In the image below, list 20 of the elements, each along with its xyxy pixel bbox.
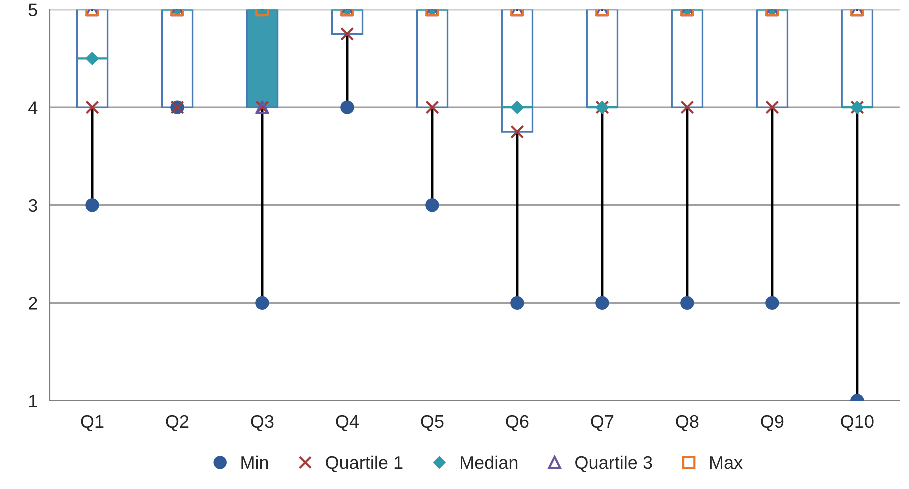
x-tick-label: Q1 <box>81 415 104 432</box>
x-tick-label: Q6 <box>506 415 529 432</box>
y-tick-label: 1 <box>30 395 38 408</box>
x-tick-label: Q4 <box>336 415 359 432</box>
x-tick-label: Q7 <box>591 415 614 432</box>
x-tick-label: Q8 <box>676 415 699 432</box>
legend-label: Max <box>710 456 743 470</box>
legend-label: Min <box>242 456 268 470</box>
x-tick-label: Q3 <box>251 415 274 432</box>
legend-label: Quartile 1 <box>326 456 403 472</box>
x-tick-label: Q2 <box>166 415 189 432</box>
y-tick-label: 4 <box>28 102 38 114</box>
x-tick-label: Q9 <box>761 415 784 432</box>
legend-label: Quartile 3 <box>576 456 652 472</box>
y-tick-label: 5 <box>28 4 38 16</box>
y-tick-label: 3 <box>28 199 38 212</box>
y-tick-label: 2 <box>29 297 38 310</box>
x-tick-label: Q5 <box>421 415 444 432</box>
x-tick-label: Q10 <box>841 415 874 432</box>
legend-label: Median <box>461 456 518 470</box>
